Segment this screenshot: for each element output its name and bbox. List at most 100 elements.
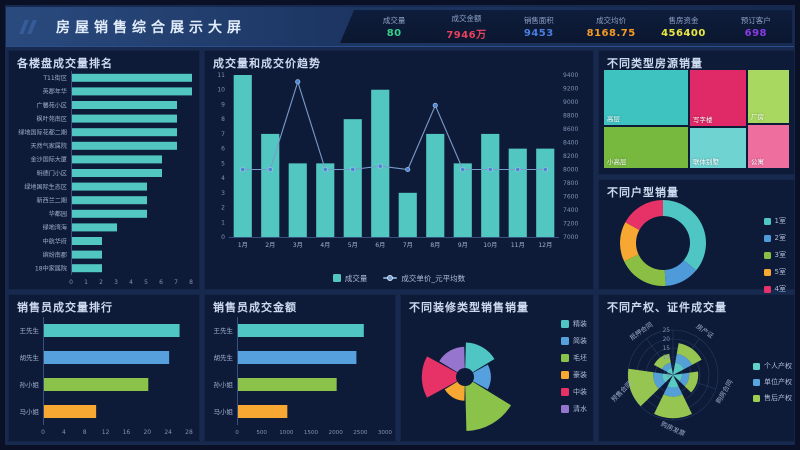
bar[interactable]: [72, 155, 162, 164]
bar[interactable]: [238, 378, 337, 391]
bar[interactable]: [72, 209, 147, 218]
line-marker[interactable]: [432, 102, 438, 108]
room-type-donut-chart[interactable]: [599, 196, 796, 291]
line-marker[interactable]: [240, 166, 246, 173]
polar-stack-segment[interactable]: [628, 368, 659, 407]
line-marker[interactable]: [460, 166, 466, 173]
polar-stack-segment[interactable]: [675, 353, 693, 370]
bar[interactable]: [536, 148, 555, 237]
legend-item[interactable]: 3室: [763, 250, 786, 260]
treemap-block[interactable]: 高层: [603, 69, 690, 126]
polar-stack-segment[interactable]: [673, 362, 685, 375]
bar[interactable]: [238, 324, 364, 337]
treemap-block[interactable]: 小高层: [603, 126, 690, 169]
bar[interactable]: [316, 163, 335, 237]
legend-item[interactable]: 清水: [561, 404, 587, 414]
bar[interactable]: [44, 351, 170, 364]
legend-item[interactable]: 毛坯: [561, 353, 587, 363]
treemap-block[interactable]: 写字楼: [689, 69, 747, 127]
rose-sector[interactable]: [465, 342, 495, 373]
line-marker[interactable]: [295, 79, 301, 85]
bar[interactable]: [72, 223, 117, 232]
legend-item[interactable]: 4室: [763, 284, 786, 294]
polar-stack-segment[interactable]: [684, 371, 699, 393]
line-marker[interactable]: [515, 166, 521, 173]
legend-item[interactable]: 1室: [763, 216, 786, 226]
bar[interactable]: [238, 405, 288, 418]
bar[interactable]: [44, 378, 149, 391]
bar[interactable]: [72, 114, 177, 123]
bar[interactable]: [44, 405, 97, 418]
legend-item[interactable]: 豪装: [561, 370, 587, 380]
line-marker[interactable]: [322, 166, 328, 173]
donut-slice[interactable]: [624, 254, 666, 287]
bar[interactable]: [371, 89, 390, 238]
bar[interactable]: [72, 87, 192, 96]
line-marker[interactable]: [542, 166, 548, 173]
polar-stack-segment[interactable]: [676, 343, 702, 365]
decoration-rose-chart[interactable]: [401, 313, 595, 441]
legend-item[interactable]: 精装: [561, 319, 587, 329]
polar-stack-segment[interactable]: [653, 372, 666, 389]
donut-slice[interactable]: [663, 200, 706, 271]
polar-stack-segment[interactable]: [663, 386, 683, 397]
bar[interactable]: [72, 196, 147, 205]
polar-stack-segment[interactable]: [654, 394, 692, 419]
rose-sector[interactable]: [465, 381, 512, 431]
line-marker[interactable]: [405, 166, 411, 173]
legend-item[interactable]: 5室: [763, 267, 786, 277]
polar-stack-segment[interactable]: [679, 372, 690, 387]
line-marker[interactable]: [487, 166, 493, 173]
house-type-treemap[interactable]: 高层 小高层 写字楼 联体别墅 厂房 公寓: [603, 69, 790, 169]
bar[interactable]: [398, 192, 417, 237]
bar[interactable]: [72, 182, 147, 191]
bar[interactable]: [72, 264, 102, 273]
legend-item[interactable]: 售后产权: [753, 393, 792, 403]
line-marker[interactable]: [267, 166, 273, 173]
rose-sector[interactable]: [421, 356, 458, 398]
polar-stack-segment[interactable]: [662, 373, 673, 383]
bar[interactable]: [343, 119, 362, 237]
legend-item[interactable]: 中装: [561, 387, 587, 397]
treemap-block[interactable]: 公寓: [746, 124, 790, 169]
donut-slice[interactable]: [664, 260, 697, 286]
bar[interactable]: [261, 133, 280, 237]
polar-stack-segment[interactable]: [661, 362, 672, 372]
treemap-block[interactable]: 联体别墅: [689, 127, 747, 169]
bar[interactable]: [72, 169, 162, 177]
bar[interactable]: [481, 133, 500, 237]
bar[interactable]: [72, 250, 102, 259]
bar[interactable]: [72, 128, 177, 137]
rose-sector[interactable]: [472, 364, 491, 390]
bar[interactable]: [426, 133, 445, 237]
polar-stack-segment[interactable]: [673, 373, 682, 382]
line-marker[interactable]: [377, 163, 383, 169]
bar[interactable]: [72, 73, 192, 82]
polar-stack-segment[interactable]: [667, 375, 679, 388]
treemap-block[interactable]: 厂房: [746, 69, 790, 124]
rose-sector[interactable]: [444, 381, 465, 401]
legend-item[interactable]: 成交量: [332, 273, 367, 284]
line-series[interactable]: [242, 79, 546, 171]
legend-item[interactable]: 2室: [763, 233, 786, 243]
bar[interactable]: [72, 101, 177, 109]
rose-sector[interactable]: [439, 346, 465, 373]
bar[interactable]: [72, 141, 177, 150]
legend-item[interactable]: 个人产权: [753, 361, 792, 371]
donut-slice[interactable]: [619, 222, 640, 262]
building-ranking-chart[interactable]: 0 1 2 3 4 5 6 7 8 T11街区英郡年华广馨苑小区枫叶苑南区绿地国际花都二期天然气家…: [9, 69, 201, 289]
bar[interactable]: [44, 324, 180, 337]
legend-item[interactable]: 简装: [561, 336, 587, 346]
bar[interactable]: [233, 75, 252, 237]
donut-slice[interactable]: [625, 200, 663, 230]
legend-item[interactable]: 单位产权: [753, 377, 792, 387]
bar[interactable]: [72, 237, 102, 245]
bar[interactable]: [453, 163, 472, 237]
legend-item[interactable]: 成交单价_元平均数: [383, 273, 465, 284]
line-marker[interactable]: [350, 166, 356, 173]
bar[interactable]: [508, 148, 527, 237]
polar-stack-segment[interactable]: [653, 353, 671, 370]
